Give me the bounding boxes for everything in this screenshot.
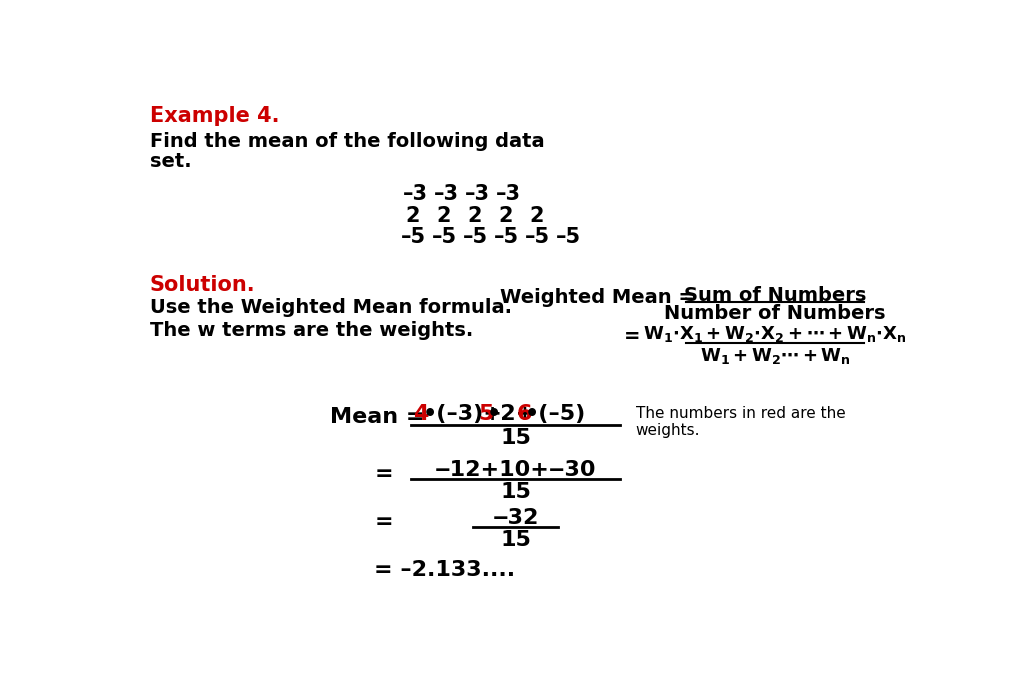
Text: 15: 15 (500, 482, 530, 502)
Text: Mean =: Mean = (330, 407, 424, 428)
Text: $\mathbf{W_1+W_2\cdots+W_n}$: $\mathbf{W_1+W_2\cdots+W_n}$ (699, 346, 851, 366)
Text: =: = (624, 326, 640, 346)
Text: Sum of Numbers: Sum of Numbers (684, 286, 866, 304)
Text: •(–5): •(–5) (524, 405, 586, 424)
Text: 4: 4 (414, 405, 429, 424)
Text: ‒12+10+‒30: ‒12+10+‒30 (435, 460, 596, 480)
Text: = –2.133....: = –2.133.... (375, 560, 515, 580)
Text: 2: 2 (406, 206, 420, 225)
Text: –5: –5 (432, 228, 457, 247)
Text: –5: –5 (524, 228, 550, 247)
Text: •2+: •2+ (486, 405, 536, 424)
Text: –5: –5 (463, 228, 487, 247)
Text: 6: 6 (516, 405, 531, 424)
Text: –5: –5 (494, 228, 519, 247)
Text: =: = (375, 512, 393, 532)
Text: $\mathbf{W_1{\bullet}X_1+W_2{\bullet}X_2+\cdots+W_n{\bullet}X_n}$: $\mathbf{W_1{\bullet}X_1+W_2{\bullet}X_2… (643, 324, 907, 344)
Text: –3: –3 (434, 184, 459, 204)
Text: set.: set. (150, 152, 191, 171)
Text: Weighted Mean =: Weighted Mean = (500, 288, 695, 307)
Text: Find the mean of the following data: Find the mean of the following data (150, 132, 545, 150)
Text: 15: 15 (500, 530, 530, 550)
Text: The w terms are the weights.: The w terms are the weights. (150, 321, 473, 340)
Text: Solution.: Solution. (150, 275, 255, 295)
Text: =: = (375, 463, 393, 484)
Text: –5: –5 (400, 228, 426, 247)
Text: ‒32: ‒32 (493, 508, 539, 528)
Text: Example 4.: Example 4. (150, 106, 280, 125)
Text: 2: 2 (467, 206, 482, 225)
Text: –3: –3 (465, 184, 490, 204)
Text: –5: –5 (556, 228, 581, 247)
Text: –3: –3 (496, 184, 521, 204)
Text: The numbers in red are the
weights.: The numbers in red are the weights. (636, 406, 846, 438)
Text: 5: 5 (478, 405, 494, 424)
Text: 2: 2 (499, 206, 513, 225)
Text: •(–3)+: •(–3)+ (423, 405, 503, 424)
Text: Use the Weighted Mean formula.: Use the Weighted Mean formula. (150, 298, 512, 317)
Text: 2: 2 (436, 206, 451, 225)
Text: 2: 2 (529, 206, 544, 225)
Text: Number of Numbers: Number of Numbers (665, 304, 886, 323)
Text: –3: –3 (403, 184, 428, 204)
Text: 15: 15 (500, 428, 530, 448)
